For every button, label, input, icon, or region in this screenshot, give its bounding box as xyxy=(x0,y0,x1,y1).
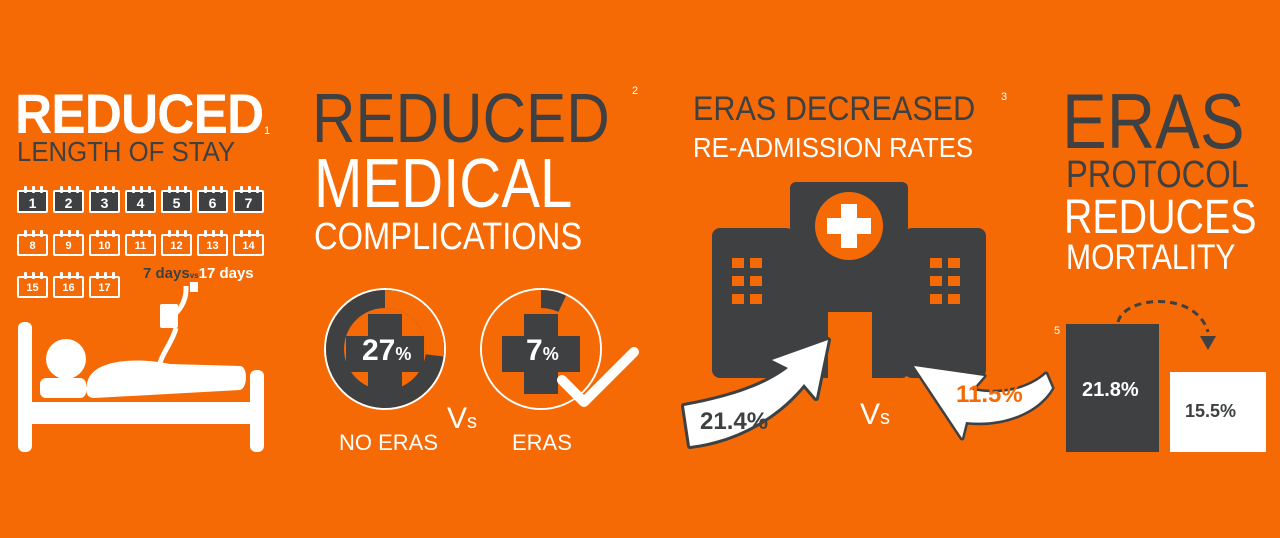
calendar-day-number: 10 xyxy=(98,240,111,252)
eras-label: ERAS xyxy=(512,430,572,455)
mortality-line4: MORTALITY xyxy=(1066,238,1236,277)
readmission-vs-big: V xyxy=(860,398,881,431)
calendar-day-number: 13 xyxy=(206,240,219,252)
dashed-arrow-icon xyxy=(1116,300,1216,350)
complications-vs-big: V xyxy=(447,402,468,435)
stay-compare-right: 17 days xyxy=(198,265,254,282)
calendar-day-number: 8 xyxy=(29,240,36,252)
calendar-day-number: 12 xyxy=(170,240,183,252)
calendar-day-5: 5 xyxy=(161,186,192,213)
bar-eras xyxy=(1170,372,1266,452)
calendar-day-10: 10 xyxy=(89,230,120,256)
complications-vs: Vs xyxy=(447,404,477,434)
calendar-day-4: 4 xyxy=(125,186,156,213)
calendar-day-14: 14 xyxy=(233,230,264,256)
calendar-day-16: 16 xyxy=(53,272,84,298)
hospital-icon xyxy=(712,182,986,378)
calendar-day-number: 11 xyxy=(134,240,147,252)
calendar-day-number: 2 xyxy=(64,195,73,211)
eras-cross-icon xyxy=(502,314,580,394)
calendar-day-17: 17 xyxy=(89,272,120,298)
stay-ref: 1 xyxy=(264,125,271,137)
readmission-vs: Vs xyxy=(860,400,890,430)
eras-arc xyxy=(482,290,600,408)
calendar-day-number: 7 xyxy=(244,195,253,211)
stay-subtitle: LENGTH OF STAY xyxy=(17,136,236,167)
calendar-day-12: 12 xyxy=(161,230,192,256)
no-eras-number: 27 xyxy=(362,334,396,367)
eras-value: 7% xyxy=(526,336,559,366)
readmission-vs-small: s xyxy=(880,407,891,429)
calendar-day-13: 13 xyxy=(197,230,228,256)
increase-arrow-icon xyxy=(681,337,831,449)
mortality-ref: 5 xyxy=(1054,325,1061,337)
stay-compare: 7 daysvs17 days xyxy=(143,266,254,281)
calendar-day-number: 16 xyxy=(62,282,75,294)
calendar-day-number: 1 xyxy=(28,195,37,211)
calendar-day-1: 1 xyxy=(17,186,48,213)
calendar-day-11: 11 xyxy=(125,230,156,256)
eras-number: 7 xyxy=(526,334,543,367)
stay-compare-vs: vs xyxy=(189,271,199,280)
eras-donut xyxy=(480,288,602,410)
no-eras-cross-icon xyxy=(346,314,424,394)
mortality-line1: ERAS xyxy=(1062,77,1245,165)
calendar-day-8: 8 xyxy=(17,230,48,256)
eras-unit: % xyxy=(542,344,559,364)
bar-no-eras-value: 21.8% xyxy=(1082,379,1139,401)
complications-line2: MEDICAL xyxy=(314,144,573,222)
calendar-day-number: 9 xyxy=(65,240,72,252)
complications-line1: REDUCED xyxy=(312,79,610,157)
calendar-day-6: 6 xyxy=(197,186,228,213)
calendar-day-7: 7 xyxy=(233,186,264,213)
calendar-day-9: 9 xyxy=(53,230,84,256)
no-eras-value: 27% xyxy=(362,336,411,366)
readmission-ref: 3 xyxy=(1001,91,1008,103)
calendar-day-15: 15 xyxy=(17,272,48,298)
calendar-day-number: 17 xyxy=(98,282,111,294)
calendar-day-number: 6 xyxy=(208,195,217,211)
calendar-day-number: 3 xyxy=(100,195,109,211)
no-eras-arc xyxy=(326,290,444,408)
readmission-right-value: 11.5% xyxy=(956,381,1023,408)
checkmark-icon xyxy=(557,347,639,407)
calendar-day-3: 3 xyxy=(89,186,120,213)
calendar-day-number: 4 xyxy=(136,195,145,211)
readmission-subtitle: RE-ADMISSION RATES xyxy=(693,132,974,163)
calendar-day-2: 2 xyxy=(53,186,84,213)
mortality-line2: PROTOCOL xyxy=(1066,154,1249,196)
no-eras-label: NO ERAS xyxy=(339,430,439,455)
complications-vs-small: s xyxy=(467,411,478,433)
readmission-title: ERAS DECREASED xyxy=(693,90,976,128)
mortality-line3: REDUCES xyxy=(1064,191,1257,244)
calendar-day-number: 5 xyxy=(172,195,181,211)
readmission-left-value: 21.4% xyxy=(700,408,769,435)
calendar-day-number: 15 xyxy=(26,282,39,294)
complications-line3: COMPLICATIONS xyxy=(314,216,583,258)
complications-ref: 2 xyxy=(632,85,639,97)
decrease-arrow-icon xyxy=(911,363,1055,441)
bar-eras-value: 15.5% xyxy=(1185,401,1237,421)
calendar-day-number: 14 xyxy=(242,240,255,252)
bar-no-eras xyxy=(1066,324,1159,452)
no-eras-unit: % xyxy=(395,344,412,364)
no-eras-donut xyxy=(324,288,446,410)
patient-in-bed-icon xyxy=(18,282,264,452)
stay-title: REDUCED xyxy=(15,82,264,145)
stay-compare-left: 7 days xyxy=(143,265,190,282)
